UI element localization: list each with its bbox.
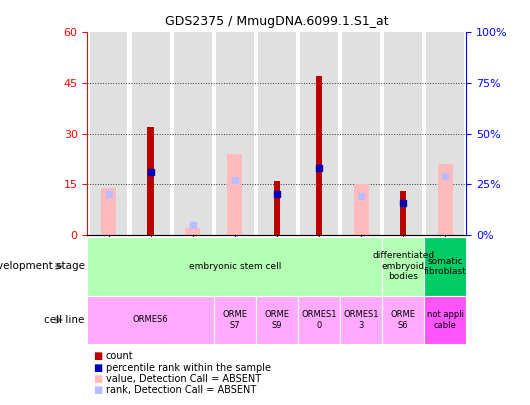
Bar (90, 32, 127, 235)
Bar (87, 237, 382, 296)
Bar (87, 296, 214, 344)
Bar (214, 296, 256, 344)
Text: cell line: cell line (45, 315, 85, 325)
Bar (316, 76, 322, 235)
Title: GDS2375 / MmugDNA.6099.1.S1_at: GDS2375 / MmugDNA.6099.1.S1_at (165, 15, 388, 28)
Text: ■: ■ (93, 352, 102, 361)
Text: ORMES1
3: ORMES1 3 (343, 310, 379, 330)
Bar (438, 164, 453, 235)
Text: not appli
cable: not appli cable (427, 310, 464, 330)
Text: ORME
S7: ORME S7 (222, 310, 248, 330)
Bar (174, 32, 211, 235)
Text: value, Detection Call = ABSENT: value, Detection Call = ABSENT (106, 374, 261, 384)
Text: ORME
S6: ORME S6 (391, 310, 416, 330)
Text: percentile rank within the sample: percentile rank within the sample (106, 363, 271, 373)
Text: ■: ■ (93, 363, 102, 373)
Bar (300, 32, 338, 235)
Bar (425, 296, 466, 344)
Text: ORMES1
0: ORMES1 0 (301, 310, 337, 330)
Bar (227, 154, 242, 235)
Text: embryonic stem cell: embryonic stem cell (189, 262, 281, 271)
Bar (354, 184, 368, 235)
Bar (298, 296, 340, 344)
Bar (258, 32, 296, 235)
Text: rank, Detection Call = ABSENT: rank, Detection Call = ABSENT (106, 386, 256, 395)
Bar (274, 181, 280, 235)
Bar (384, 32, 422, 235)
Text: ORME
S9: ORME S9 (264, 310, 289, 330)
Bar (342, 32, 380, 235)
Text: ■: ■ (93, 374, 102, 384)
Text: count: count (106, 352, 134, 361)
Text: somatic
fibroblast: somatic fibroblast (424, 257, 467, 276)
Bar (425, 237, 466, 296)
Bar (131, 32, 170, 235)
Bar (186, 228, 200, 235)
Bar (340, 296, 382, 344)
Bar (216, 32, 254, 235)
Bar (147, 127, 154, 235)
Text: ORMES6: ORMES6 (133, 315, 169, 324)
Bar (382, 237, 425, 296)
Text: differentiated
embryoid
bodies: differentiated embryoid bodies (372, 252, 434, 281)
Text: ■: ■ (93, 386, 102, 395)
Bar (427, 32, 464, 235)
Bar (101, 188, 116, 235)
Bar (382, 296, 425, 344)
Text: development stage: development stage (0, 261, 85, 271)
Bar (400, 191, 407, 235)
Bar (256, 296, 298, 344)
